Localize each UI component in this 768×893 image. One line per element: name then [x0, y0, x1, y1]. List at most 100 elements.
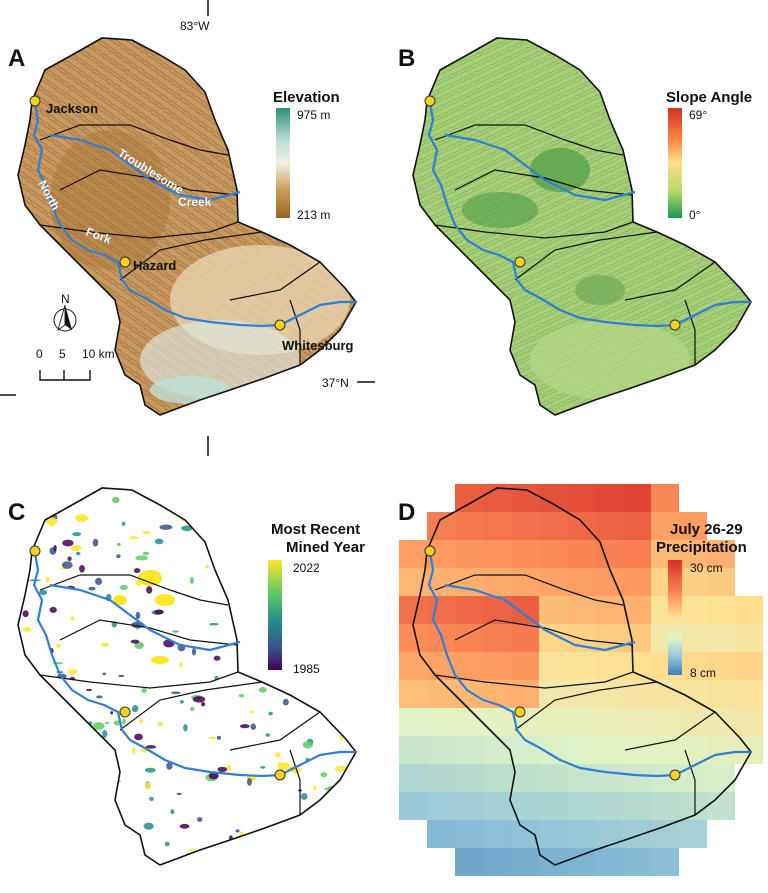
precip-cell — [427, 568, 455, 596]
precip-cell — [623, 764, 651, 792]
subbasin-boundaries — [39, 574, 321, 815]
precip-cell — [623, 708, 651, 736]
mine-patch — [154, 609, 164, 615]
mine-patch — [241, 622, 254, 630]
mine-patch — [157, 721, 163, 727]
precip-cell — [427, 512, 455, 540]
mine-patch — [235, 829, 240, 833]
precip-cell — [595, 820, 623, 848]
mine-patch — [88, 586, 96, 591]
mine-patch — [194, 517, 202, 521]
mine-patch — [134, 641, 144, 650]
precip-cell — [567, 736, 595, 764]
mine-patch — [329, 830, 341, 837]
mine-patch — [310, 691, 322, 695]
mine-patch — [92, 538, 99, 547]
precip-cell — [679, 624, 707, 652]
town-marker-jackson — [29, 545, 41, 557]
mine-patch — [22, 669, 30, 676]
mine-patch — [232, 501, 236, 505]
precip-cell — [595, 652, 623, 680]
panel-a-letter: A — [8, 45, 25, 72]
mine-patch — [311, 693, 325, 700]
elevation-legend-max: 975 m — [297, 108, 330, 122]
precip-legend-title-1: July 26-29 — [670, 521, 743, 538]
mine-patch — [145, 745, 157, 749]
mine-patch — [85, 688, 93, 692]
mine-patch — [61, 561, 73, 569]
mine-patch — [133, 568, 141, 574]
mine-patch — [293, 598, 297, 603]
precip-cell — [567, 484, 595, 512]
precip-cell — [511, 624, 539, 652]
mine-patch — [189, 848, 196, 852]
mine-patch — [231, 535, 244, 543]
precip-cell — [735, 652, 763, 680]
mine-patch — [127, 830, 135, 839]
precip-cell — [399, 680, 427, 708]
scale-tick-5: 5 — [59, 347, 66, 361]
precip-cell — [427, 764, 455, 792]
mine-patch — [216, 735, 222, 740]
mine-patch — [209, 622, 219, 626]
precip-cell — [595, 792, 623, 820]
mine-patch — [330, 500, 338, 506]
mine-patch — [116, 840, 126, 843]
precip-cell — [455, 596, 483, 624]
mine-patch — [131, 705, 139, 713]
mine-patch — [273, 503, 285, 508]
mine-patch — [255, 646, 261, 651]
precip-cell — [539, 764, 567, 792]
precip-cell — [595, 736, 623, 764]
mine-patch — [139, 719, 144, 724]
precip-cell — [567, 596, 595, 624]
precip-cell — [567, 652, 595, 680]
precip-cell — [483, 568, 511, 596]
precip-cell — [567, 568, 595, 596]
mine-patch — [236, 594, 248, 602]
precip-cell — [483, 792, 511, 820]
mine-patch — [253, 535, 265, 543]
mine-patch — [101, 642, 110, 647]
mine-patch — [53, 544, 57, 552]
mine-patch — [92, 722, 105, 730]
precip-cell — [483, 820, 511, 848]
mine-patch — [213, 655, 221, 661]
mine-patch — [176, 792, 182, 796]
slope-legend-title: Slope Angle — [666, 89, 752, 106]
mine-patch — [247, 844, 257, 849]
mine-patch — [26, 689, 38, 697]
mine-patch — [222, 566, 235, 570]
mine-patch — [313, 785, 317, 791]
mine-patch — [322, 606, 335, 613]
precip-cell — [455, 792, 483, 820]
precip-cell — [455, 736, 483, 764]
mine-patch — [128, 536, 139, 540]
panel-a: A Troublesome Creek North Fork Jackson H… — [0, 0, 375, 456]
precip-cell — [427, 736, 455, 764]
mine-patch — [135, 611, 141, 620]
precip-cell — [651, 708, 679, 736]
town-marker-hazard — [514, 706, 526, 718]
precip-cell — [595, 848, 623, 876]
mine-patch — [67, 556, 72, 562]
mine-patch — [111, 780, 121, 783]
mine-patch — [155, 594, 175, 606]
precip-cell — [623, 624, 651, 652]
mine-patch — [214, 534, 219, 542]
mine-patch — [190, 706, 195, 712]
precip-cell — [539, 820, 567, 848]
mined-year-legend-max: 2022 — [293, 561, 320, 575]
precip-cell — [679, 512, 707, 540]
precip-cell — [399, 596, 427, 624]
mine-patch — [82, 732, 89, 735]
mine-patch — [28, 509, 42, 513]
scale-tick-0: 0 — [36, 347, 43, 361]
mine-patch — [119, 584, 128, 591]
mine-patch — [102, 778, 109, 785]
mine-patch — [217, 540, 224, 546]
mine-patch — [154, 538, 164, 545]
mine-patch — [100, 787, 106, 793]
mine-patch — [294, 688, 303, 692]
mine-patch — [201, 702, 206, 707]
